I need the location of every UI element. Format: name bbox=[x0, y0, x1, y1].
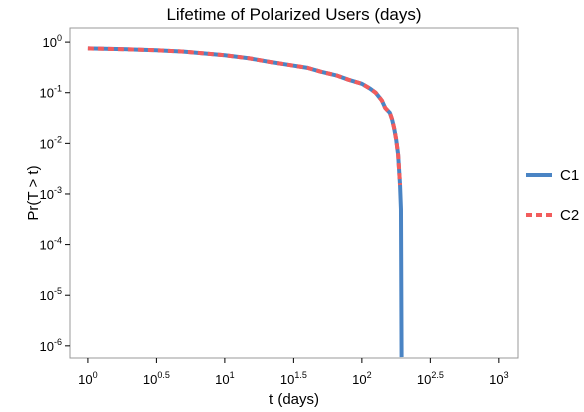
x-tick-label-exponent: 2 bbox=[367, 370, 372, 380]
y-tick-label: 10-6 bbox=[40, 337, 62, 354]
x-tick-label: 101 bbox=[215, 370, 234, 387]
y-tick-label-exponent: -6 bbox=[54, 337, 62, 347]
y-tick-label: 100 bbox=[43, 33, 62, 50]
x-tick-label-exponent: 2.5 bbox=[431, 370, 444, 380]
y-tick-label: 10-2 bbox=[40, 134, 62, 151]
y-tick-label-exponent: -3 bbox=[54, 185, 62, 195]
x-tick-label-exponent: 1.5 bbox=[294, 370, 307, 380]
x-tick-label-base: 10 bbox=[143, 372, 157, 387]
y-tick-label-base: 10 bbox=[40, 238, 54, 253]
y-tick-label-base: 10 bbox=[40, 288, 54, 303]
x-tick-label-exponent: 3 bbox=[504, 370, 509, 380]
legend-label: C1 bbox=[560, 167, 579, 184]
x-tick-label-exponent: 1 bbox=[230, 370, 235, 380]
plot-frame bbox=[69, 27, 519, 359]
y-tick-label-exponent: -5 bbox=[54, 286, 62, 296]
x-tick-label: 102 bbox=[352, 370, 371, 387]
y-tick-label-exponent: -4 bbox=[54, 236, 62, 246]
x-tick-label: 100 bbox=[78, 370, 97, 387]
y-tick-label-base: 10 bbox=[40, 86, 54, 101]
x-tick-label-base: 10 bbox=[489, 372, 503, 387]
x-tick-label: 100.5 bbox=[143, 370, 170, 387]
x-tick-label: 103 bbox=[489, 370, 508, 387]
y-tick-label: 10-4 bbox=[40, 236, 62, 253]
x-tick-label-base: 10 bbox=[280, 372, 294, 387]
chart-title: Lifetime of Polarized Users (days) bbox=[166, 5, 421, 24]
legend-label: C2 bbox=[560, 207, 579, 224]
line-series bbox=[87, 46, 403, 186]
x-tick-label-exponent: 0 bbox=[93, 370, 98, 380]
x-tick-label-base: 10 bbox=[215, 372, 229, 387]
y-tick-label: 10-3 bbox=[40, 185, 62, 202]
y-tick-label-exponent: -2 bbox=[54, 134, 62, 144]
y-tick-label: 10-5 bbox=[40, 286, 62, 303]
y-tick-label: 10-1 bbox=[40, 84, 62, 101]
x-tick-label: 101.5 bbox=[280, 370, 307, 387]
x-axis-label: t (days) bbox=[269, 391, 319, 408]
line-series bbox=[87, 46, 404, 358]
x-tick-label-base: 10 bbox=[352, 372, 366, 387]
x-tick-label-base: 10 bbox=[78, 372, 92, 387]
y-tick-label-base: 10 bbox=[40, 339, 54, 354]
x-tick-label-base: 10 bbox=[417, 372, 431, 387]
y-tick-label-base: 10 bbox=[43, 35, 57, 50]
y-tick-label-base: 10 bbox=[40, 187, 54, 202]
y-tick-label-base: 10 bbox=[40, 136, 54, 151]
x-tick-label-exponent: 0.5 bbox=[157, 370, 170, 380]
y-tick-label-exponent: 0 bbox=[57, 33, 62, 43]
y-tick-label-exponent: -1 bbox=[54, 84, 62, 94]
y-axis-label: Pr(T > t) bbox=[25, 165, 42, 220]
x-tick-label: 102.5 bbox=[417, 370, 444, 387]
